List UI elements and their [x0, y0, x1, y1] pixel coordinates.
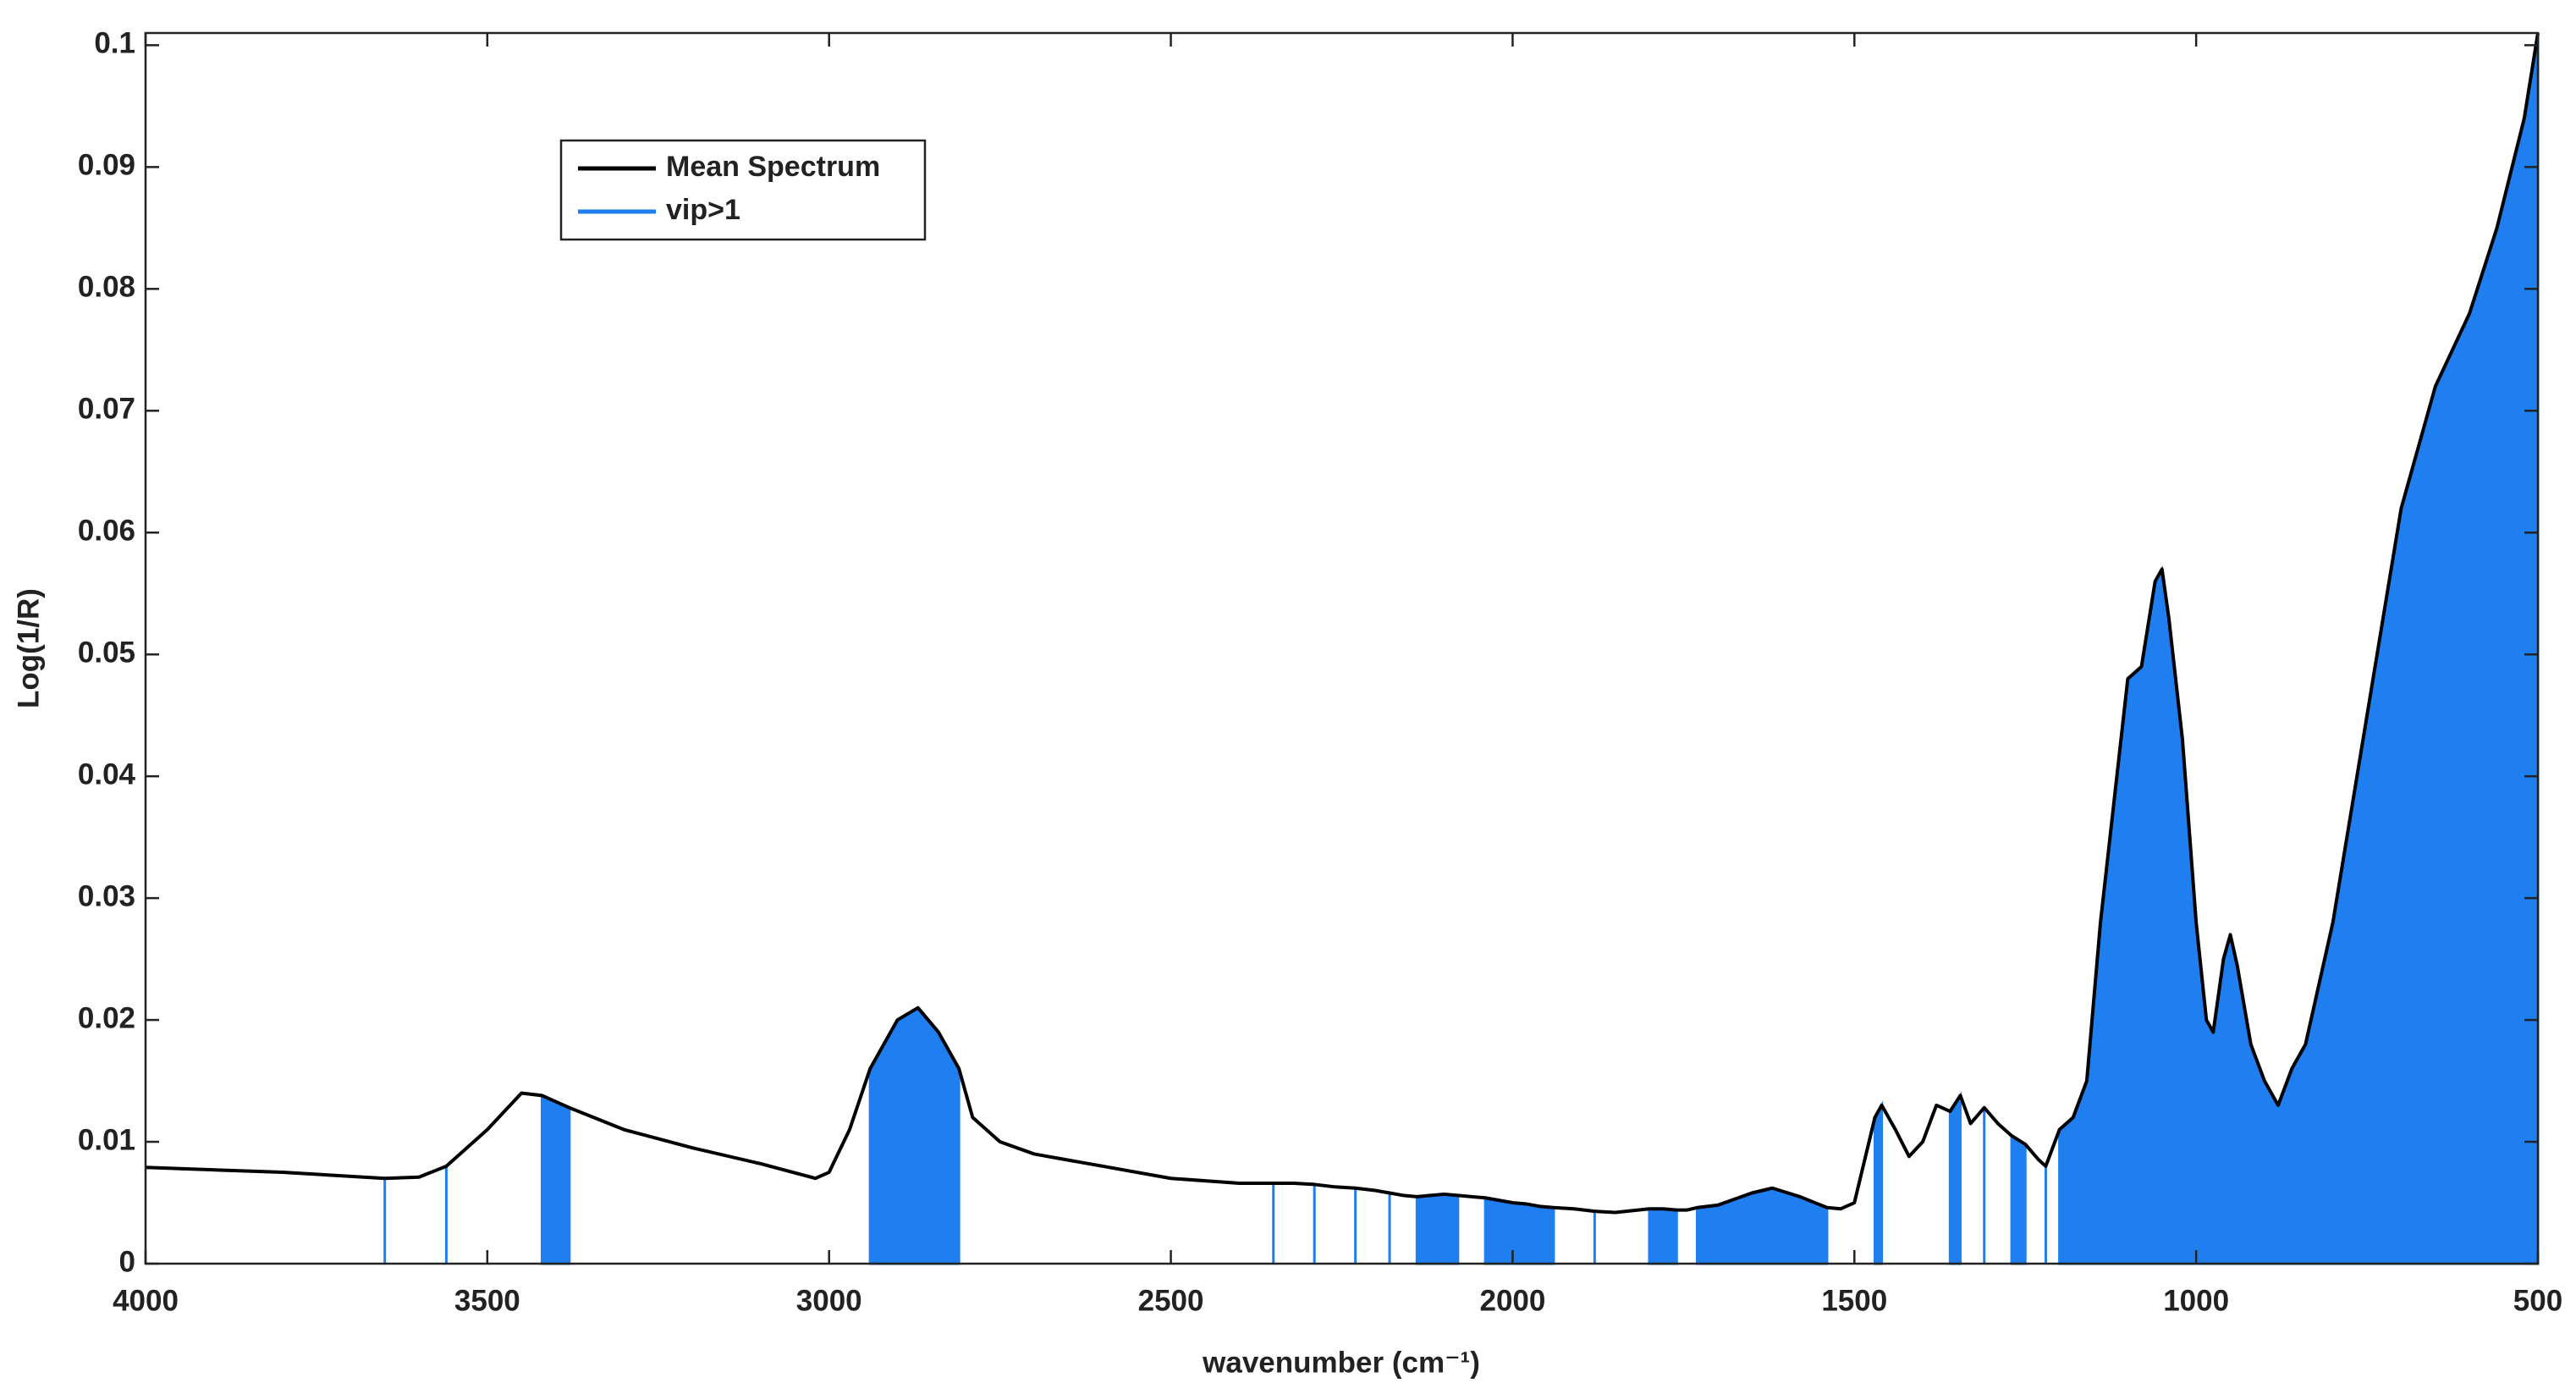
x-tick-label: 2500 [1138, 1284, 1204, 1317]
x-tick-label: 2000 [1479, 1284, 1545, 1317]
y-tick-label: 0.09 [78, 149, 135, 182]
x-axis-label: wavenumber (cm⁻¹) [1202, 1346, 1480, 1379]
legend-box [559, 139, 927, 241]
x-tick-label: 500 [2513, 1284, 2562, 1317]
x-tick-label: 3000 [796, 1284, 862, 1317]
axes-box [144, 31, 2540, 1265]
y-tick-label: 0.02 [78, 1001, 135, 1034]
spectrum-line [145, 32, 2540, 1215]
x-tick-label: 1500 [1821, 1284, 1887, 1317]
x-tick-label: 3500 [454, 1284, 520, 1317]
x-tick-label: 1000 [2163, 1284, 2229, 1317]
y-tick-label: 0.03 [78, 879, 135, 912]
y-tick-label: 0.01 [78, 1123, 135, 1156]
y-tick-label: 0.04 [78, 758, 136, 791]
y-tick-label: 0 [119, 1245, 135, 1278]
y-tick-label: 0.06 [78, 514, 135, 547]
y-axis-label: Log(1/R) [12, 588, 45, 708]
x-tick-label: 4000 [113, 1284, 179, 1317]
y-tick-label: 0.05 [78, 636, 135, 669]
legend-label: Mean Spectrum [666, 151, 880, 183]
y-tick-label: 0.1 [94, 27, 135, 60]
y-tick-label: 0.08 [78, 271, 135, 304]
y-tick-label: 0.07 [78, 393, 135, 426]
legend-label: vip>1 [666, 194, 740, 226]
